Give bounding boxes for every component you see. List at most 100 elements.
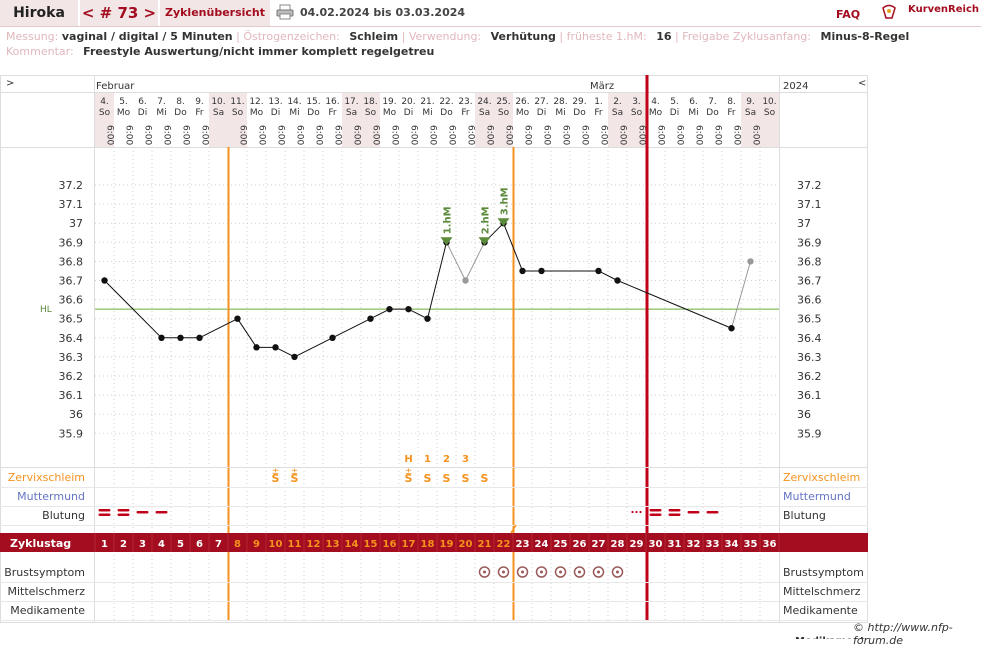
cycle-switcher[interactable]: < # 73 > xyxy=(80,0,158,26)
y-tick-right: 36.4 xyxy=(797,332,822,345)
kurvenreich-logo-icon[interactable] xyxy=(880,2,981,22)
higher-measurement-marker xyxy=(478,237,491,246)
cycle-day-number: 11 xyxy=(288,539,302,550)
day-number: 13. xyxy=(268,97,282,107)
cycle-day-number: 30 xyxy=(649,539,663,550)
meta-label: Kommentar: xyxy=(6,45,74,58)
temperature-point xyxy=(234,315,241,322)
meta-value: Verhütung xyxy=(490,30,556,43)
y-tick-right: 37.2 xyxy=(797,179,822,192)
day-number: 21. xyxy=(420,97,434,107)
cycle-overview-link[interactable]: Zyklenübersicht xyxy=(160,0,270,26)
day-number: 9. xyxy=(195,97,204,107)
time-label: 6:00 xyxy=(561,125,571,145)
y-tick-right: 36.7 xyxy=(797,275,822,288)
mucus-symbol: S xyxy=(291,472,299,485)
time-label: 6:00 xyxy=(580,125,590,145)
temperature-segment xyxy=(237,318,257,348)
day-number: 3. xyxy=(632,97,641,107)
weekday-label: Mi xyxy=(555,108,565,118)
cycle-day-number: 32 xyxy=(687,539,701,550)
spotting-dot xyxy=(635,510,638,514)
time-label: 6:00 xyxy=(428,125,438,145)
y-tick-right: 36.3 xyxy=(797,351,822,364)
day-number: 23. xyxy=(458,97,472,107)
weekend-shade xyxy=(627,92,646,147)
nav-right-arrow: < xyxy=(858,78,866,89)
temperature-segment xyxy=(294,337,333,358)
higher-measurement-label: 3.hM xyxy=(500,187,511,215)
user-name[interactable]: Hiroka xyxy=(0,0,78,26)
day-number: 5. xyxy=(119,97,128,107)
printer-icon[interactable] xyxy=(276,4,294,20)
faq-link[interactable]: FAQ xyxy=(836,8,861,21)
bleeding-mark xyxy=(649,513,662,516)
row-label-left: Blutung xyxy=(42,509,85,522)
cycle-day-number: 22 xyxy=(497,539,511,550)
temperature-segment xyxy=(503,223,523,272)
day-number: 27. xyxy=(534,97,548,107)
footer-cutoff: Medikamente xyxy=(795,636,872,639)
day-number: 24. xyxy=(477,97,491,107)
weekend-shade xyxy=(741,92,760,147)
day-number: 5. xyxy=(670,97,679,107)
time-label: 6:00 xyxy=(675,125,685,145)
time-label: 6:00 xyxy=(542,125,552,145)
cycle-day-number: 29 xyxy=(630,539,644,550)
meta-label: früheste 1.hM: xyxy=(566,30,647,43)
cycle-day-number: 18 xyxy=(421,539,435,550)
bleeding-mark xyxy=(117,509,130,512)
meta-row-2: Kommentar: Freestyle Auswertung/nicht im… xyxy=(6,45,434,58)
day-number: 8. xyxy=(727,97,736,107)
bleeding-mark xyxy=(668,509,681,512)
day-number: 10. xyxy=(211,97,225,107)
time-label: 6:00 xyxy=(504,125,514,145)
mucus-peak-label: H xyxy=(404,454,412,465)
y-tick-right: 36.5 xyxy=(797,313,822,326)
y-tick-left: 36.2 xyxy=(59,370,84,383)
y-tick-left: 36.3 xyxy=(59,351,84,364)
temperature-point xyxy=(291,353,298,361)
weekday-label: Do xyxy=(440,108,453,118)
cycle-day-number: 7 xyxy=(215,539,222,550)
weekday-label: Mo xyxy=(649,108,663,118)
weekend-shade xyxy=(342,92,361,147)
y-tick-left: 36.6 xyxy=(59,294,84,307)
temperature-point xyxy=(367,315,374,322)
temperature-point xyxy=(158,334,165,341)
cycle-day-number: 6 xyxy=(196,539,203,550)
day-number: 2. xyxy=(613,97,622,107)
y-tick-left: 37 xyxy=(69,217,83,230)
cycle-day-number: 5 xyxy=(177,539,184,550)
time-label: 6:00 xyxy=(656,125,666,145)
higher-measurement-marker xyxy=(497,218,510,227)
cycle-day-number: 28 xyxy=(611,539,625,550)
time-label: 6:00 xyxy=(276,125,286,145)
cycle-day-number: 12 xyxy=(307,539,321,550)
weekday-label: Mo xyxy=(383,108,397,118)
cycle-day-number: 19 xyxy=(440,539,454,550)
day-number: 20. xyxy=(401,97,415,107)
weekend-shade xyxy=(608,92,627,147)
temperature-point xyxy=(728,325,735,332)
day-number: 1. xyxy=(594,97,603,107)
time-label: 6:00 xyxy=(314,125,324,145)
bleeding-mark xyxy=(98,513,111,516)
weekday-label: So xyxy=(99,108,111,118)
time-label: 6:00 xyxy=(485,125,495,145)
row-label-right: Muttermund xyxy=(783,490,851,503)
temperature-segment xyxy=(598,270,618,281)
weekday-label: Do xyxy=(174,108,187,118)
weekday-label: Fr xyxy=(461,108,470,118)
breast-symptom-icon-center xyxy=(521,570,524,574)
day-number: 4. xyxy=(651,97,660,107)
temperature-point xyxy=(386,305,393,313)
day-number: 7. xyxy=(708,97,717,107)
y-tick-left: 35.9 xyxy=(59,427,84,440)
temperature-point xyxy=(329,334,336,341)
weekend-shade xyxy=(228,92,247,147)
weekday-label: Di xyxy=(138,108,147,118)
meta-label: Verwendung: xyxy=(408,30,482,43)
temperature-point xyxy=(272,344,279,351)
